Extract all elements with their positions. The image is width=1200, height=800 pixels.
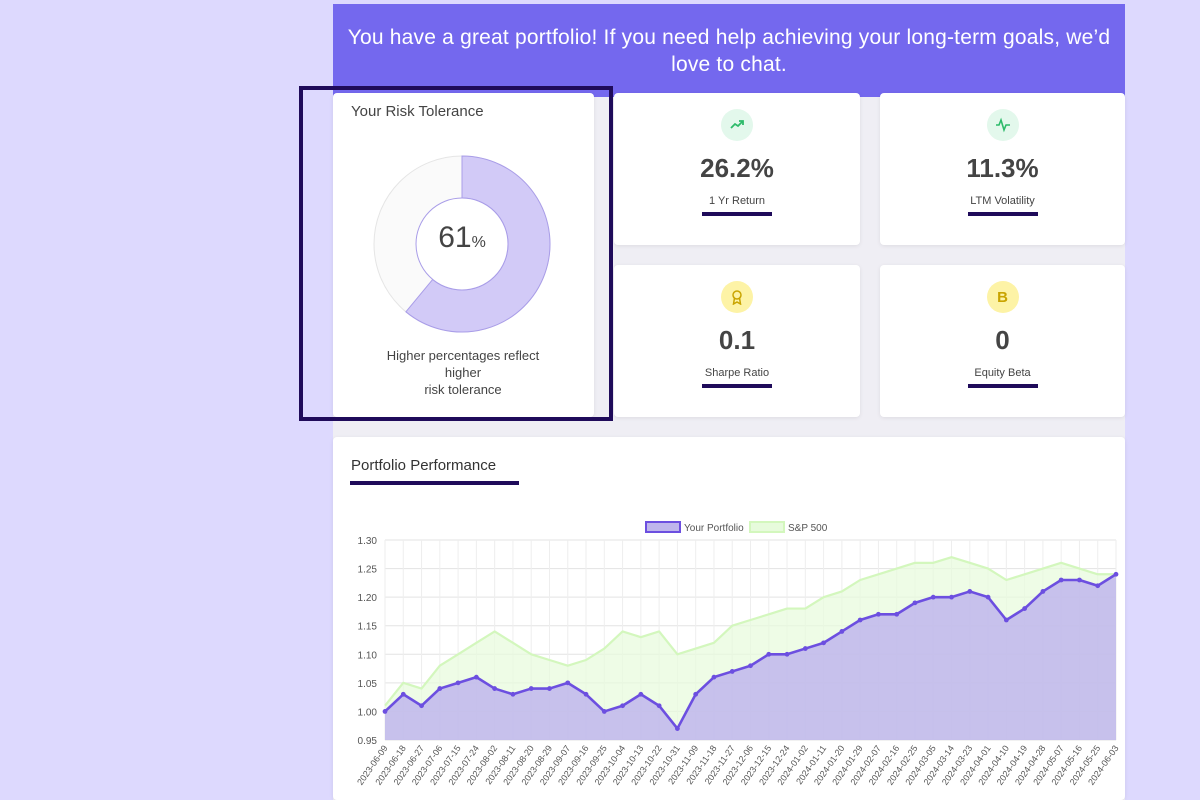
portfolio-data-point — [492, 686, 498, 691]
portfolio-data-point — [382, 709, 388, 714]
portfolio-performance-underline — [350, 481, 519, 485]
metric-card-1yr-return: 26.2% 1 Yr Return — [614, 93, 860, 245]
portfolio-data-point — [419, 703, 424, 709]
metric-underline — [967, 212, 1038, 216]
portfolio-data-point — [748, 663, 753, 669]
metric-label: Sharpe Ratio — [704, 367, 770, 379]
metric-label: Equity Beta — [974, 367, 1031, 379]
portfolio-data-point — [510, 691, 516, 697]
risk-value-unit: % — [471, 234, 486, 251]
banner-message: You have a great portfolio! If you need … — [347, 25, 1111, 76]
y-tick-label: 1.15 — [358, 622, 378, 633]
portfolio-data-point — [857, 617, 863, 623]
risk-note-line-2: higher — [444, 365, 482, 380]
portfolio-data-point — [1022, 606, 1028, 611]
portfolio-data-point — [601, 709, 607, 714]
portfolio-data-point — [620, 703, 625, 709]
portfolio-data-point — [967, 589, 973, 594]
risk-tolerance-title: Your Risk Tolerance — [351, 103, 484, 120]
metric-label: 1 Yr Return — [708, 195, 766, 207]
portfolio-data-point — [638, 691, 644, 697]
portfolio-data-point — [821, 640, 826, 646]
portfolio-data-point — [400, 691, 406, 697]
risk-note: Higher percentages reflect higher risk t… — [333, 347, 593, 398]
portfolio-data-point — [1113, 571, 1119, 577]
risk-note-line-1: Higher percentages reflect — [386, 348, 540, 363]
series-line-sp500 — [384, 556, 1116, 707]
portfolio-data-point — [1003, 617, 1009, 623]
portfolio-data-point — [656, 703, 662, 709]
portfolio-data-point — [949, 594, 954, 600]
portfolio-data-point — [1095, 583, 1101, 589]
metric-value: 0 — [995, 325, 1010, 355]
risk-note-line-3: risk tolerance — [424, 382, 502, 397]
y-tick-label: 1.05 — [358, 679, 378, 690]
y-tick-label: 1.20 — [358, 593, 378, 604]
portfolio-data-point — [693, 691, 699, 697]
risk-value: 61% — [373, 221, 551, 255]
metric-value: 0.1 — [718, 325, 756, 355]
portfolio-data-point — [930, 594, 936, 600]
portfolio-data-point — [565, 680, 571, 686]
trending-up-icon — [721, 109, 753, 141]
y-tick-label: 1.30 — [358, 536, 378, 547]
donut-hole — [415, 197, 509, 291]
portfolio-performance-chart: 1.301.251.201.151.101.051.000.952023-06-… — [355, 521, 1121, 787]
y-tick-label: 1.25 — [358, 565, 378, 576]
portfolio-data-point — [876, 611, 881, 617]
portfolio-performance-title: Portfolio Performance — [351, 457, 497, 474]
activity-icon — [986, 109, 1019, 141]
portfolio-data-point — [784, 651, 790, 657]
legend-label: Your Portfolio — [684, 523, 744, 534]
metric-underline — [967, 384, 1038, 388]
metric-value: 26.2% — [700, 153, 774, 183]
risk-tolerance-card: Your Risk Tolerance 61% Higher percentag… — [333, 93, 594, 417]
risk-value-number: 61 — [438, 221, 472, 254]
portfolio-data-point — [1040, 589, 1046, 594]
portfolio-data-point — [912, 600, 918, 606]
portfolio-data-point — [985, 594, 991, 600]
portfolio-data-point — [547, 686, 552, 691]
portfolio-data-point — [528, 686, 534, 691]
portfolio-data-point — [437, 686, 443, 691]
portfolio-data-point — [455, 680, 461, 686]
metric-card-sharpe-ratio: 0.1 Sharpe Ratio — [614, 265, 860, 417]
metric-label: LTM Volatility — [970, 195, 1035, 207]
beta-icon-letter: B — [997, 288, 1008, 306]
metric-value: 11.3% — [966, 153, 1039, 183]
legend-label: S&P 500 — [788, 523, 828, 534]
portfolio-data-point — [839, 629, 845, 634]
portfolio-data-point — [894, 611, 900, 617]
legend-swatch — [645, 521, 681, 533]
y-tick-label: 1.10 — [358, 650, 378, 661]
portfolio-data-point — [729, 669, 735, 674]
beta-icon: B — [986, 281, 1019, 313]
portfolio-data-point — [473, 674, 479, 680]
metric-card-equity-beta: B 0 Equity Beta — [880, 265, 1125, 417]
portfolio-data-point — [1077, 577, 1082, 583]
risk-donut-chart — [373, 155, 551, 333]
metric-underline — [702, 384, 772, 388]
portfolio-data-point — [766, 651, 772, 657]
portfolio-data-point — [711, 674, 717, 680]
portfolio-data-point — [675, 726, 680, 731]
chat-banner: You have a great portfolio! If you need … — [333, 4, 1125, 97]
metric-underline — [702, 212, 772, 216]
y-tick-label: 1.00 — [358, 707, 378, 718]
legend-swatch — [749, 521, 785, 533]
portfolio-data-point — [802, 646, 808, 651]
series-area-portfolio — [385, 574, 1116, 740]
portfolio-data-point — [583, 691, 589, 697]
y-tick-label: 0.95 — [358, 736, 378, 747]
risk-highlight-box — [299, 86, 613, 421]
portfolio-data-point — [1058, 577, 1064, 583]
metric-card-ltm-volatility: 11.3% LTM Volatility — [880, 93, 1125, 245]
award-icon — [721, 281, 753, 313]
